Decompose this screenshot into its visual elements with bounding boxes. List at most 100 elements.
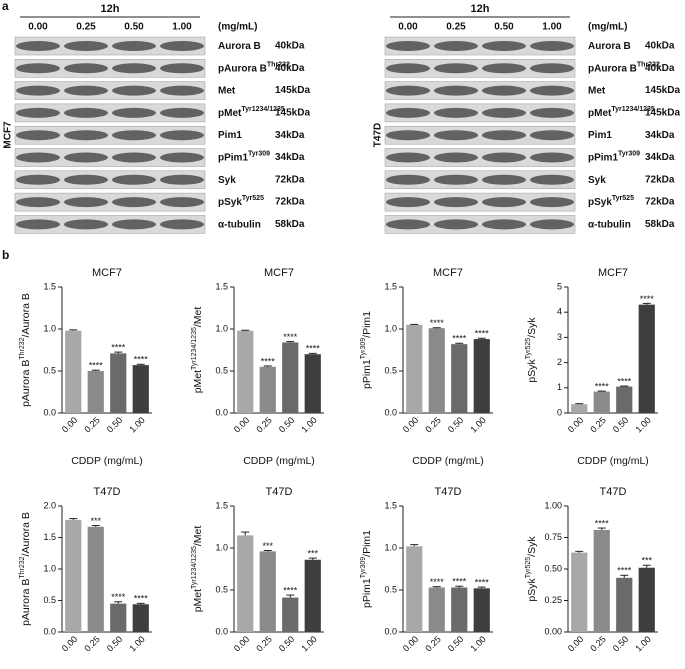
band <box>64 85 108 96</box>
y-tick-label: 1.5 <box>43 281 56 291</box>
band <box>434 152 478 163</box>
band <box>112 197 156 208</box>
text-part: pSyk <box>588 197 612 208</box>
y-tick-label: 1.0 <box>215 323 228 333</box>
significance-label: **** <box>595 381 610 391</box>
blot-strip <box>14 36 206 56</box>
x-tick-label: 1.00 <box>468 634 487 653</box>
bar <box>616 386 633 413</box>
significance-label: **** <box>283 585 298 595</box>
y-tick-label: 0.5 <box>215 365 228 375</box>
chart-title: T47D <box>435 486 462 498</box>
significance-label: **** <box>111 342 126 352</box>
y-tick-label: 1.0 <box>215 542 228 552</box>
band <box>386 85 430 96</box>
band <box>112 130 156 141</box>
band <box>160 63 204 74</box>
x-tick-label: 1.00 <box>127 415 146 434</box>
bar <box>65 330 82 413</box>
superscript: Tyr525 <box>525 338 532 360</box>
time-label: 12h <box>471 3 490 15</box>
y-tick-label: 2.0 <box>43 500 56 510</box>
panel-label: b <box>2 248 9 262</box>
protein-label: Pim1 <box>588 130 612 141</box>
bar <box>65 519 82 632</box>
band <box>112 174 156 185</box>
band <box>64 152 108 163</box>
band <box>112 219 156 230</box>
blot-strip <box>14 192 206 212</box>
band <box>112 152 156 163</box>
band <box>160 130 204 141</box>
text-part: pSyk <box>526 577 538 601</box>
protein-label: Syk <box>218 174 236 185</box>
significance-label: **** <box>640 294 655 304</box>
protein-label: pPim1Tyr309 <box>588 151 640 163</box>
protein-label: α-tubulin <box>588 219 631 230</box>
y-tick-label: 3 <box>557 332 562 342</box>
protein-label: Syk <box>588 174 606 185</box>
bar <box>132 604 149 632</box>
superscript: Thr232 <box>267 62 290 69</box>
x-tick-label: 0.25 <box>423 415 442 434</box>
text-part: pAurora B <box>20 360 32 407</box>
cell-label: MCF7 <box>3 121 14 149</box>
band <box>16 219 60 230</box>
y-tick-label: 0.0 <box>43 626 56 636</box>
bar <box>406 546 423 632</box>
text-part: α-tubulin <box>218 219 261 230</box>
protein-label: Aurora B <box>588 41 631 52</box>
band <box>482 152 526 163</box>
band <box>434 107 478 118</box>
band <box>482 219 526 230</box>
x-tick-label: 0.25 <box>254 415 273 434</box>
band <box>64 130 108 141</box>
protein-label: pSykTyr525 <box>218 195 264 207</box>
band <box>112 107 156 118</box>
x-tick-label: 0.00 <box>401 634 420 653</box>
blot-strip <box>384 81 576 100</box>
blot-strip <box>384 192 576 212</box>
superscript: Thr232 <box>19 337 26 359</box>
band <box>434 85 478 96</box>
y-axis-label: pSykTyr525/Syk <box>525 317 537 383</box>
band <box>16 130 60 141</box>
superscript: Tyr309 <box>618 151 640 158</box>
band <box>160 219 204 230</box>
y-tick-label: 4 <box>557 307 562 317</box>
text-part: Syk <box>588 174 606 185</box>
blot-strip <box>384 125 576 145</box>
y-tick-label: 1.00 <box>544 500 562 510</box>
protein-label: α-tubulin <box>218 219 261 230</box>
y-axis-label: pMetTyr1234/1235/Met <box>191 307 203 394</box>
significance-label: *** <box>90 516 101 526</box>
x-tick-label: 0.50 <box>105 415 124 434</box>
band <box>434 219 478 230</box>
y-tick-label: 0.00 <box>544 626 562 636</box>
band <box>530 130 574 141</box>
band <box>64 219 108 230</box>
text-part: pPim1 <box>218 152 248 163</box>
x-tick-label: 0.00 <box>232 634 251 653</box>
superscript: Tyr309 <box>360 338 367 360</box>
bar <box>638 304 655 413</box>
bar <box>571 552 588 632</box>
band <box>16 63 60 74</box>
text-part: pMet <box>218 108 242 119</box>
y-tick-label: 5 <box>557 281 562 291</box>
band <box>434 63 478 74</box>
text-part: /Syk <box>526 317 538 338</box>
y-axis-label: pAurora BThr232/Aurora B <box>19 512 31 626</box>
y-tick-label: 1.5 <box>384 281 397 291</box>
band <box>386 107 430 118</box>
kda-label: 34kDa <box>645 130 675 141</box>
bar <box>132 365 149 413</box>
x-tick-label: 1.00 <box>299 415 318 434</box>
y-tick-label: 1.5 <box>215 281 228 291</box>
band <box>386 152 430 163</box>
dose-label: 1.00 <box>172 22 192 33</box>
kda-label: 34kDa <box>275 152 305 163</box>
text-part: pMet <box>192 370 204 393</box>
text-part: /Aurora B <box>20 293 32 337</box>
significance-label: *** <box>262 541 273 551</box>
